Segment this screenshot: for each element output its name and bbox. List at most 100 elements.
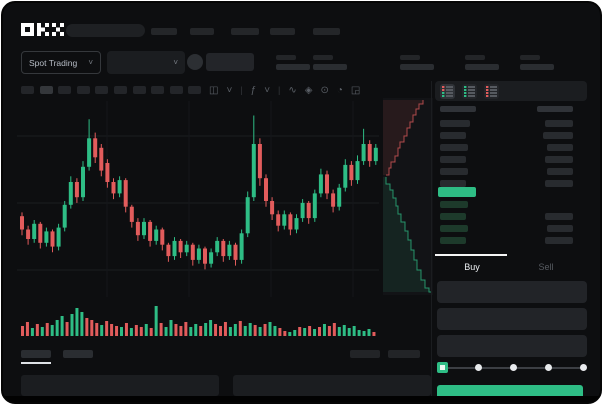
- ask-row-amount[interactable]: [543, 132, 573, 139]
- bid-row-price[interactable]: [440, 213, 466, 220]
- buy-tab-indicator: [435, 254, 507, 256]
- nav-item-placeholder[interactable]: [231, 28, 259, 35]
- order-input-field[interactable]: [437, 308, 587, 330]
- bid-row-amount[interactable]: [545, 237, 573, 244]
- nav-item-placeholder[interactable]: [313, 28, 340, 35]
- ask-row-amount[interactable]: [545, 156, 573, 163]
- chart-toolbar: ◫ ˅ | ƒ ˅ | ∿ ◈ ⊙ ◔ ◲: [3, 81, 431, 101]
- ticker-stat-value: [465, 64, 499, 70]
- timeframe-button[interactable]: [114, 86, 127, 94]
- orderbook-bids-icon[interactable]: [462, 83, 477, 99]
- depth-chart[interactable]: [383, 98, 433, 295]
- order-input-field[interactable]: [437, 281, 587, 303]
- bottom-panel-placeholder: [233, 375, 431, 396]
- slider-stop-dot[interactable]: [579, 364, 587, 371]
- timeframe-button[interactable]: [95, 86, 109, 94]
- instrument-bar: Spot Trading ˅ ˅: [3, 47, 600, 79]
- pair-name-placeholder: [206, 53, 254, 71]
- bottom-tab[interactable]: [21, 350, 51, 358]
- nav-item-placeholder[interactable]: [190, 28, 214, 35]
- ask-row-amount[interactable]: [545, 180, 573, 187]
- order-book: [433, 81, 591, 253]
- orderbook-asks-icon[interactable]: [484, 83, 499, 99]
- okx-logo[interactable]: [21, 23, 65, 36]
- slider-stop-dot[interactable]: [509, 364, 517, 371]
- timeframe-button[interactable]: [39, 86, 53, 94]
- orderbook-combined-icon[interactable]: [440, 83, 455, 99]
- chevron-down-icon: ˅: [173, 57, 178, 67]
- ticker-stat-value: [400, 64, 434, 70]
- fullscreen-icon[interactable]: ◲: [350, 84, 361, 96]
- candlestick-chart[interactable]: [17, 101, 379, 297]
- ask-row-price[interactable]: [440, 120, 470, 127]
- order-input-field[interactable]: [437, 335, 587, 357]
- history-icon[interactable]: ◔: [336, 84, 343, 96]
- chevron-down-icon[interactable]: ˅: [264, 84, 271, 96]
- timeframe-button[interactable]: [21, 86, 34, 94]
- timeframe-button[interactable]: [151, 86, 165, 94]
- panel-divider: [431, 81, 432, 401]
- bottom-tab[interactable]: [63, 350, 93, 358]
- ask-row-amount[interactable]: [547, 168, 573, 175]
- ask-row-price[interactable]: [440, 132, 466, 139]
- ask-row-amount[interactable]: [545, 120, 573, 127]
- ticker-stat-value: [520, 64, 554, 70]
- slider-stop-dot[interactable]: [544, 364, 552, 371]
- chevron-down-icon: ˅: [88, 57, 93, 67]
- chart-type-icon[interactable]: ◫: [209, 84, 219, 96]
- timeframe-button[interactable]: [169, 86, 183, 94]
- slider-stop-dot[interactable]: [474, 364, 482, 371]
- bid-row-price[interactable]: [440, 237, 466, 244]
- bottom-right-label[interactable]: [350, 350, 380, 358]
- ticker-stat-label: [400, 55, 420, 60]
- chevron-down-icon[interactable]: ˅: [226, 84, 233, 96]
- market-type-selector[interactable]: Spot Trading ˅: [21, 51, 101, 74]
- ask-row-price[interactable]: [440, 168, 468, 175]
- bid-row-amount[interactable]: [547, 225, 573, 232]
- amount-slider[interactable]: [437, 361, 587, 375]
- ask-row-price[interactable]: [440, 180, 466, 187]
- ticker-stat-label: [276, 55, 296, 60]
- divider: |: [278, 85, 281, 95]
- timeframe-button[interactable]: [58, 86, 72, 94]
- line-tool-icon[interactable]: ∿: [288, 84, 297, 96]
- bid-row-price[interactable]: [440, 225, 468, 232]
- market-type-label: Spot Trading: [29, 57, 78, 68]
- active-tab-underline: [21, 362, 51, 364]
- ticker-stat-value: [313, 64, 347, 70]
- tab-buy[interactable]: Buy: [464, 262, 480, 272]
- window-footer: [3, 396, 600, 402]
- ticker-stat-label: [520, 55, 540, 60]
- bottom-section: [3, 347, 431, 401]
- eraser-icon[interactable]: ◈: [304, 84, 313, 96]
- nav-item-placeholder[interactable]: [270, 28, 295, 35]
- ask-row-price[interactable]: [440, 156, 466, 163]
- bottom-right-label[interactable]: [388, 350, 420, 358]
- bottom-panel-placeholder: [21, 375, 219, 396]
- search-field[interactable]: [66, 24, 145, 37]
- top-nav: [3, 3, 600, 45]
- trade-panel: Buy Sell: [433, 253, 591, 401]
- nav-item-placeholder[interactable]: [151, 28, 177, 35]
- divider: |: [240, 85, 243, 95]
- ticker-stat-value: [276, 64, 310, 70]
- timeframe-button[interactable]: [132, 86, 146, 94]
- tab-sell[interactable]: Sell: [538, 262, 554, 272]
- volume-chart: [18, 302, 378, 336]
- indicators-icon[interactable]: ƒ: [250, 84, 257, 96]
- orderbook-header-left: [440, 106, 476, 112]
- ask-row-price[interactable]: [440, 144, 468, 151]
- bid-row-amount[interactable]: [545, 213, 573, 220]
- orderbook-header-right: [537, 106, 573, 112]
- timeframe-button[interactable]: [188, 86, 202, 94]
- timeframe-button[interactable]: [76, 86, 90, 94]
- camera-icon[interactable]: ⊙: [320, 84, 329, 96]
- bid-row-price[interactable]: [440, 201, 468, 208]
- ask-row-amount[interactable]: [547, 144, 573, 151]
- coin-icon: [187, 54, 203, 70]
- orderbook-view-toolbar: [435, 81, 587, 101]
- slider-handle[interactable]: [437, 362, 448, 373]
- pair-selector[interactable]: ˅: [107, 51, 185, 74]
- last-price-bar[interactable]: [438, 187, 476, 197]
